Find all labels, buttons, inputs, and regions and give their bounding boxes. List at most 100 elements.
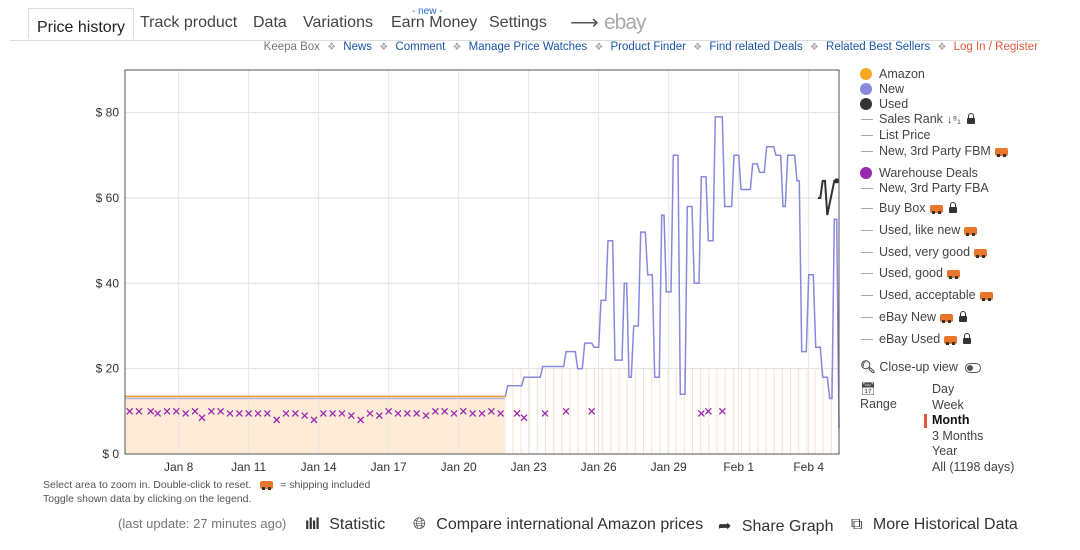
amazon-stripe xyxy=(692,368,693,454)
legend-line-icon xyxy=(861,317,873,318)
tab-data[interactable]: Data xyxy=(253,14,287,31)
tab-bar: Price history Track product Data Variati… xyxy=(10,6,1040,41)
warehouse-deals-point xyxy=(422,412,430,420)
diamond-separator-icon: ❖ xyxy=(937,42,947,53)
globe-icon: 🌐︎ xyxy=(413,516,426,533)
login-register-link[interactable]: Log In / Register xyxy=(953,41,1038,53)
warehouse-deals-point xyxy=(394,410,402,417)
more-historical-data-button[interactable]: ⧉ More Historical Data xyxy=(851,516,1018,534)
legend-line-icon xyxy=(861,339,873,340)
tab-earn-money[interactable]: Earn Money xyxy=(391,14,478,31)
amazon-stripe xyxy=(610,368,612,454)
amazon-stripe xyxy=(700,368,702,454)
tab-settings[interactable]: Settings xyxy=(489,14,547,31)
x-tick-label: Feb 4 xyxy=(793,460,824,474)
legend-line-icon xyxy=(861,119,873,120)
range-option[interactable]: Day xyxy=(932,382,955,396)
more-label: More Historical Data xyxy=(872,516,1018,533)
warehouse-deals-point xyxy=(450,410,458,417)
legend-line-icon xyxy=(861,230,873,231)
closeup-toggle[interactable]: 🔍︎ Close-up view xyxy=(860,360,982,375)
link-manage-price-watches[interactable]: Manage Price Watches xyxy=(468,41,588,53)
link-related-best-sellers[interactable]: Related Best Sellers xyxy=(826,41,931,53)
warehouse-deals-point xyxy=(441,407,449,415)
diamond-separator-icon: ❖ xyxy=(327,42,337,53)
share-arrow-icon: ➦ xyxy=(718,518,732,535)
legend-line-icon xyxy=(861,295,873,296)
truck-icon xyxy=(929,204,943,214)
warehouse-deals-point xyxy=(154,410,162,417)
range-option[interactable]: Week xyxy=(932,397,964,412)
link-news[interactable]: News xyxy=(343,41,373,53)
toggle-hint: Toggle shown data by clicking on the leg… xyxy=(43,493,252,505)
ebay-logo[interactable]: ebay xyxy=(604,11,647,34)
tab-variations[interactable]: Variations xyxy=(303,14,373,31)
used-endpoint-dot xyxy=(834,178,840,184)
share-graph-button[interactable]: ➦ Share Graph xyxy=(718,516,833,536)
range-option[interactable]: Month xyxy=(932,413,970,427)
truck-icon xyxy=(939,313,953,323)
toggle-icon[interactable] xyxy=(965,362,982,373)
range-label: Range xyxy=(860,397,897,411)
sort-icon: ↓⁹₁ xyxy=(946,114,961,126)
statistic-button[interactable]: ılıl Statistic xyxy=(305,516,385,534)
legend-text: Used, good xyxy=(879,266,943,280)
legend-text: New, 3rd Party FBA xyxy=(879,181,989,195)
warehouse-deals-point xyxy=(588,407,596,415)
tab-track-product[interactable]: Track product xyxy=(140,14,238,31)
warehouse-deals-point xyxy=(135,407,143,415)
amazon-stripe xyxy=(569,368,571,454)
amazon-stripe xyxy=(594,368,595,454)
y-tick-label: $ 60 xyxy=(96,191,120,205)
range-option[interactable]: 3 Months xyxy=(932,428,984,443)
y-tick-label: $ 20 xyxy=(96,362,120,376)
legend-text: Used, very good xyxy=(879,245,971,259)
legend-line-icon xyxy=(861,151,873,152)
bar-chart-icon: ılıl xyxy=(305,516,320,533)
range-selected-indicator xyxy=(924,414,927,428)
tab-price-history[interactable]: Price history xyxy=(28,8,135,39)
compare-prices-button[interactable]: 🌐︎ Compare international Amazon prices xyxy=(413,516,703,534)
link-find-related-deals[interactable]: Find related Deals xyxy=(709,41,803,53)
warehouse-deals-point xyxy=(147,407,155,415)
warehouse-deals-point xyxy=(513,410,521,417)
warehouse-deals-point xyxy=(319,410,327,417)
amazon-stripe xyxy=(512,368,514,454)
legend-text: New xyxy=(879,82,905,96)
amazon-stripe xyxy=(790,368,791,454)
legend-text: Used xyxy=(879,97,909,111)
warehouse-deals-point xyxy=(478,410,486,417)
warehouse-deals-point xyxy=(172,407,180,415)
amazon-stripe xyxy=(626,368,628,454)
legend-line-icon xyxy=(861,252,873,253)
last-update-text: (last update: 27 minutes ago) xyxy=(118,516,287,531)
range-option[interactable]: All (1198 days) xyxy=(932,459,1015,474)
link-comment[interactable]: Comment xyxy=(395,41,446,53)
warehouse-deals-point xyxy=(497,410,505,417)
legend-text: eBay Used xyxy=(879,332,941,346)
warehouse-deals-point xyxy=(459,407,467,415)
link-product-finder[interactable]: Product Finder xyxy=(610,41,686,53)
legend-dot-icon xyxy=(860,167,872,179)
x-tick-label: Jan 11 xyxy=(231,460,266,474)
legend-label: Used xyxy=(879,97,908,111)
legend-label: Used, acceptable xyxy=(879,288,993,302)
plot-frame xyxy=(124,69,840,455)
x-tick-label: Jan 20 xyxy=(441,460,477,474)
legend-line-icon xyxy=(861,188,873,189)
truck-icon xyxy=(974,248,988,258)
lock-icon xyxy=(963,332,972,344)
warehouse-deals-point xyxy=(413,410,421,417)
warehouse-deals-point xyxy=(235,410,243,417)
amazon-stripe xyxy=(561,368,563,454)
legend-dot-icon xyxy=(860,68,872,80)
amazon-stripe xyxy=(683,368,685,454)
amazon-stripe xyxy=(814,368,816,454)
price-history-chart[interactable]: $ 0 $ 20 $ 40 $ 60 $ 80 Jan 8 Jan 11 Jan 14 Jan … xyxy=(0,60,845,480)
warehouse-deals-point xyxy=(126,407,134,415)
range-option[interactable]: Year xyxy=(932,444,958,458)
warehouse-deals-point xyxy=(291,410,299,417)
amazon-stripe xyxy=(765,368,767,454)
magnifier-icon: 🔍︎ xyxy=(860,360,876,374)
legend-text: eBay New xyxy=(879,310,936,324)
